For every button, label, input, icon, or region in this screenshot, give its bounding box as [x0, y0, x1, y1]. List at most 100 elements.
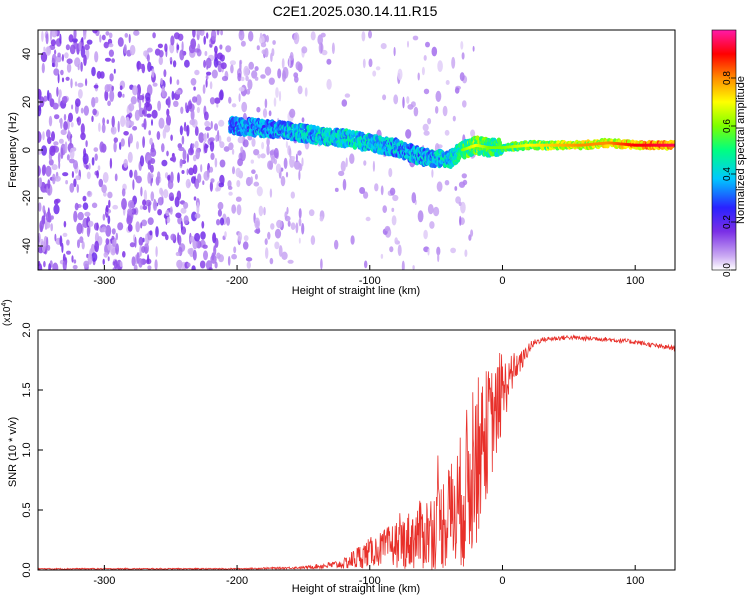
spectrogram-cell — [64, 141, 68, 154]
spectrogram-cell — [194, 140, 199, 149]
spectrogram-cell — [105, 205, 109, 213]
spectrogram-cell — [216, 252, 221, 259]
spectrogram-cell — [295, 222, 299, 234]
colorbar-label: Normalized spectral amplitude — [735, 76, 747, 224]
spectrogram-cell — [82, 202, 89, 210]
y-tick-label: 1.0 — [21, 442, 33, 457]
spectrogram-cell — [206, 71, 212, 76]
spectrogram-cell — [82, 195, 87, 202]
spectrogram-cell — [139, 63, 145, 69]
spectrogram-cell — [217, 52, 223, 60]
spectrogram-cell — [231, 253, 238, 260]
spectrogram-cell — [92, 108, 97, 116]
spectrogram-cell — [105, 238, 110, 245]
spectrogram-cell — [218, 119, 225, 127]
spectrogram-cell — [79, 236, 84, 244]
spectrogram-cell — [48, 263, 51, 270]
spectrogram-cell — [295, 153, 298, 163]
spectrogram-cell — [203, 250, 208, 261]
spectrogram-cell — [228, 142, 234, 151]
spectrogram-cell — [129, 133, 133, 144]
spectrogram-cell — [238, 87, 245, 92]
spectrogram-cell — [274, 241, 280, 250]
spectrogram-cell — [199, 30, 205, 36]
spectrogram-cell — [77, 82, 84, 88]
spectrogram-cell — [461, 52, 465, 60]
spectrogram-cell — [388, 167, 393, 178]
spectrogram-cell — [130, 96, 137, 105]
spectrogram-cell — [225, 45, 232, 53]
spectrogram-cell — [216, 219, 221, 226]
spectrogram-cell — [269, 257, 274, 265]
spectrogram-cell — [256, 45, 260, 51]
y-tick-label: 2.0 — [21, 322, 33, 337]
spectrogram-cell — [103, 191, 107, 197]
spectrogram-cell — [375, 66, 381, 71]
spectrogram-cell — [96, 170, 99, 179]
spectrogram-cell — [85, 140, 88, 148]
spectrogram-cell — [131, 256, 136, 267]
spectrogram-cell — [51, 131, 55, 142]
spectrogram-cell — [435, 106, 439, 114]
spectrogram-cell — [472, 45, 475, 52]
spectrogram-cell — [93, 147, 99, 153]
spectrogram-cell — [392, 194, 399, 202]
spectrogram-cell — [105, 225, 112, 237]
spectrogram-cell — [71, 104, 74, 110]
spectrogram-cell — [363, 160, 367, 166]
spectrogram-cell — [188, 147, 194, 156]
spectrogram-ridge-cell — [497, 140, 502, 146]
spectrogram-cell — [46, 89, 50, 102]
spectrogram-cell — [429, 221, 435, 229]
spectrogram-cell — [298, 170, 301, 181]
spectrogram-cell — [285, 171, 289, 178]
spectrogram-cell — [227, 255, 231, 266]
spectrogram-cell — [458, 201, 462, 206]
spectrogram-cell — [365, 216, 371, 222]
spectrogram-cell — [191, 176, 196, 184]
spectrogram-cell — [169, 196, 174, 202]
spectrogram-cell — [216, 30, 220, 36]
spectrogram-cell — [345, 157, 348, 168]
spectrogram-cell — [137, 95, 145, 101]
spectrogram-cell — [101, 226, 107, 233]
spectrogram-cell — [152, 200, 158, 211]
spectrogram-cell — [85, 164, 89, 170]
spectrogram-cell — [237, 158, 244, 167]
spectrogram-cell — [260, 74, 266, 79]
spectrogram-cell — [151, 119, 153, 126]
spectrogram-cell — [240, 146, 244, 153]
spectrogram-cell — [454, 87, 460, 94]
spectrogram-cell — [238, 30, 245, 41]
spectrogram-cell — [231, 204, 237, 214]
spectrogram-cell — [38, 88, 42, 100]
spectrogram-cell — [127, 200, 135, 209]
spectrogram-cell — [259, 32, 263, 39]
spectrogram-cell — [43, 46, 46, 52]
spectrogram-cell — [200, 231, 206, 240]
spectrogram-cell — [203, 59, 207, 68]
spectrogram-cell — [166, 114, 171, 127]
spectrogram-cell — [60, 69, 64, 76]
spectrogram-cell — [407, 104, 414, 110]
spectrogram-cell — [240, 40, 246, 47]
spectrogram-cell — [239, 60, 242, 72]
spectrogram-cell — [59, 118, 63, 124]
spectrogram-cell — [290, 191, 295, 199]
spectrogram-cell — [38, 177, 42, 188]
spectrogram-cell — [458, 181, 466, 188]
spectrogram-cell — [65, 180, 68, 185]
spectrogram-cell — [215, 134, 219, 142]
x-tick-label: -200 — [226, 275, 248, 287]
spectrogram-cell — [276, 219, 283, 229]
spectrogram-cell — [57, 152, 61, 164]
spectrogram-cell — [47, 136, 52, 145]
spectrogram-cell — [91, 202, 98, 209]
spectrogram-cell — [412, 35, 419, 41]
spectrogram-cell — [243, 235, 249, 242]
spectrogram-cell — [208, 137, 215, 142]
spectrogram-cell — [454, 186, 458, 191]
spectrogram-cell — [108, 32, 113, 39]
spectrogram-cell — [128, 103, 135, 112]
spectrogram-cell — [308, 209, 315, 217]
